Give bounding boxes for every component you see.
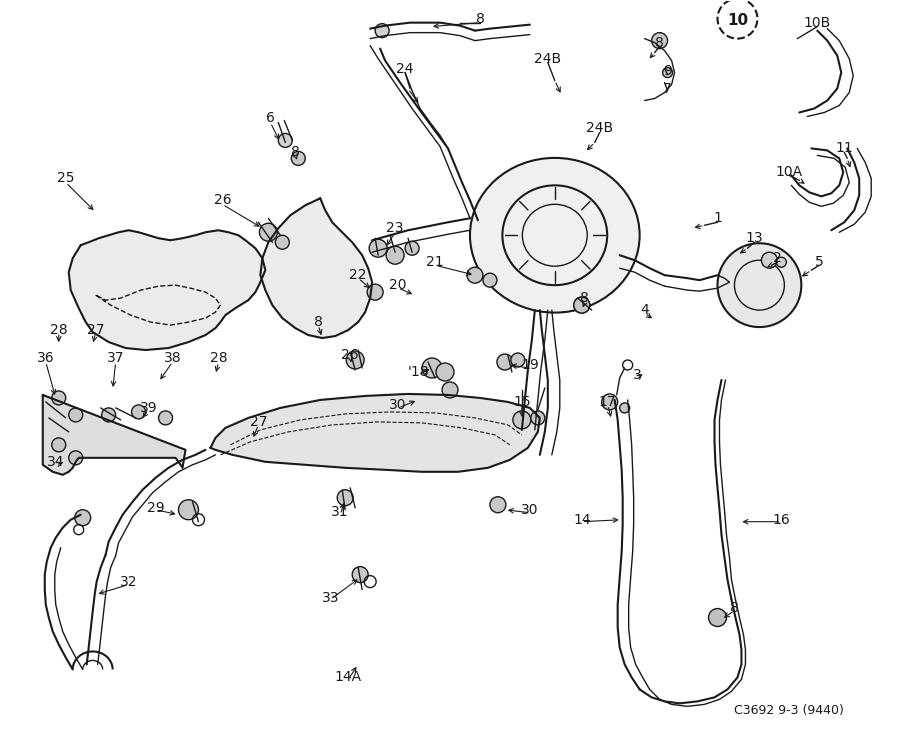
Circle shape [602, 394, 617, 410]
Text: 34: 34 [47, 455, 65, 469]
Text: 37: 37 [107, 351, 124, 365]
Circle shape [367, 284, 383, 300]
Text: 33: 33 [321, 591, 339, 605]
Text: 32: 32 [120, 575, 138, 589]
Circle shape [369, 239, 387, 257]
Text: 13: 13 [745, 231, 763, 245]
Circle shape [717, 243, 801, 327]
Polygon shape [68, 230, 265, 350]
Text: 24B: 24B [586, 121, 613, 136]
Circle shape [436, 363, 454, 381]
Circle shape [75, 509, 91, 526]
Text: 24: 24 [396, 62, 414, 76]
Text: 1: 1 [713, 211, 722, 225]
Text: 21: 21 [427, 255, 444, 269]
Text: 8: 8 [730, 600, 739, 614]
Text: 4: 4 [640, 303, 649, 317]
Text: C3692 9-3 (9440): C3692 9-3 (9440) [734, 705, 844, 717]
Circle shape [620, 403, 630, 413]
Text: 20: 20 [390, 278, 407, 292]
Text: 28: 28 [50, 323, 68, 337]
Text: 9: 9 [663, 64, 672, 78]
Text: 36: 36 [37, 351, 55, 365]
Polygon shape [211, 394, 540, 472]
Text: '18: '18 [407, 365, 429, 379]
Circle shape [275, 236, 289, 250]
Text: 14A: 14A [335, 670, 362, 684]
Circle shape [531, 411, 544, 425]
Text: 31: 31 [331, 505, 349, 519]
Text: 30: 30 [521, 503, 538, 517]
Circle shape [178, 500, 199, 520]
Text: 16: 16 [772, 513, 790, 527]
Circle shape [513, 411, 531, 429]
Text: 39: 39 [140, 401, 158, 415]
Text: 11: 11 [835, 142, 853, 156]
Text: 8: 8 [291, 145, 300, 159]
Text: 26: 26 [341, 348, 359, 362]
Text: 38: 38 [164, 351, 181, 365]
Circle shape [52, 391, 66, 405]
Circle shape [259, 223, 277, 241]
Text: 10B: 10B [804, 15, 831, 29]
Circle shape [761, 252, 778, 268]
Polygon shape [260, 198, 372, 338]
Circle shape [405, 241, 419, 255]
Circle shape [574, 297, 590, 313]
Circle shape [131, 405, 146, 419]
Text: 3: 3 [634, 368, 642, 382]
Circle shape [346, 351, 364, 369]
Circle shape [375, 23, 389, 37]
Circle shape [68, 408, 83, 422]
Ellipse shape [470, 158, 640, 313]
Text: 27: 27 [249, 415, 267, 429]
Circle shape [422, 358, 442, 378]
Text: 14: 14 [573, 513, 590, 527]
Circle shape [467, 267, 483, 283]
Circle shape [386, 246, 404, 264]
Circle shape [708, 608, 726, 627]
Circle shape [662, 68, 672, 78]
Circle shape [490, 497, 506, 513]
Text: 5: 5 [814, 255, 824, 269]
Circle shape [574, 297, 590, 313]
Text: 10: 10 [727, 13, 748, 28]
Circle shape [352, 567, 368, 583]
Text: 8: 8 [655, 36, 664, 50]
Circle shape [52, 438, 66, 452]
Circle shape [511, 353, 525, 367]
Text: 17: 17 [598, 395, 616, 409]
Text: 7: 7 [663, 81, 672, 95]
Text: 6: 6 [266, 112, 274, 126]
Circle shape [68, 451, 83, 465]
Circle shape [777, 257, 787, 267]
Text: 8: 8 [580, 291, 590, 305]
Text: 24B: 24B [535, 51, 562, 65]
Text: 25: 25 [57, 171, 75, 186]
Text: 29: 29 [147, 501, 165, 515]
Circle shape [278, 134, 293, 148]
Circle shape [158, 411, 173, 425]
Text: 27: 27 [87, 323, 104, 337]
Text: 15: 15 [513, 395, 531, 409]
Circle shape [102, 408, 115, 422]
Text: 23: 23 [386, 221, 404, 236]
Text: 8: 8 [475, 12, 484, 26]
Text: 28: 28 [210, 351, 228, 365]
Circle shape [652, 32, 668, 48]
Circle shape [338, 490, 353, 506]
Text: 22: 22 [349, 268, 367, 282]
Text: 2: 2 [773, 251, 782, 265]
Text: 26: 26 [213, 193, 231, 207]
Text: 30: 30 [390, 398, 407, 412]
Circle shape [292, 151, 305, 165]
Polygon shape [43, 395, 185, 475]
Text: 19: 19 [521, 358, 539, 372]
Circle shape [497, 354, 513, 370]
Circle shape [483, 273, 497, 287]
Text: 8: 8 [314, 315, 323, 329]
Text: 10A: 10A [776, 165, 803, 179]
Circle shape [442, 382, 458, 398]
